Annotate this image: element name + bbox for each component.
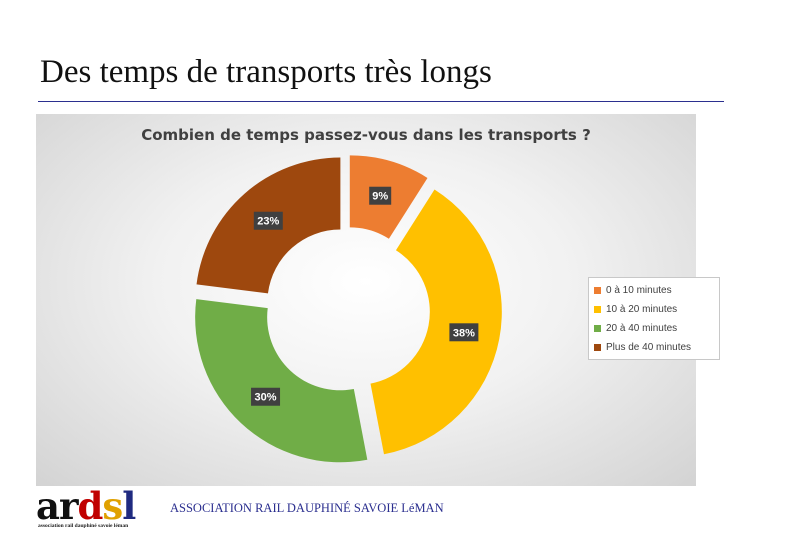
data-label: 38% xyxy=(449,323,479,342)
data-label-background xyxy=(253,211,283,230)
legend-swatch xyxy=(594,287,601,294)
data-label: 23% xyxy=(253,211,283,230)
data-label-background xyxy=(449,323,479,342)
logo-letter: s xyxy=(102,484,123,528)
logo-subtitle: association rail dauphiné savoie léman xyxy=(38,523,129,529)
slide-title: Des temps de transports très longs xyxy=(40,54,492,90)
data-label-background xyxy=(251,387,281,406)
legend-label: 10 à 20 minutes xyxy=(606,304,678,315)
data-label-text: 9% xyxy=(372,191,388,203)
data-label-background xyxy=(369,186,392,205)
title-divider xyxy=(38,101,724,102)
donut-slice xyxy=(195,299,368,463)
data-label: 30% xyxy=(251,387,281,406)
legend-label: 0 à 10 minutes xyxy=(606,285,672,296)
donut-chart: 9% 38% 30% 23% xyxy=(195,155,502,463)
legend-swatch xyxy=(594,344,601,351)
legend-label: Plus de 40 minutes xyxy=(606,342,692,353)
legend-item: Plus de 40 minutes xyxy=(589,338,719,357)
ardsl-logo: ardsl association rail dauphiné savoie l… xyxy=(36,486,144,534)
legend-item: 0 à 10 minutes xyxy=(589,281,719,300)
legend-item: 20 à 40 minutes xyxy=(589,319,719,338)
chart-legend: 0 à 10 minutes 10 à 20 minutes 20 à 40 min… xyxy=(588,277,720,360)
data-label-text: 23% xyxy=(257,216,279,228)
data-label: 9% xyxy=(369,186,392,205)
logo-wordmark: ardsl xyxy=(36,484,136,528)
chart-area: 9% 38% 30% 23% Combien de temps passez-vous… xyxy=(36,114,720,486)
logo-letter: r xyxy=(58,484,78,528)
legend-swatch xyxy=(594,325,601,332)
association-name: ASSOCIATION RAIL DAUPHINÉ SAVOIE LéMAN xyxy=(170,501,444,515)
legend-label: 20 à 40 minutes xyxy=(606,323,678,334)
donut-slice xyxy=(370,189,502,455)
chart-title: Combien de temps passez-vous dans les tr… xyxy=(141,126,591,144)
data-label-text: 30% xyxy=(255,392,277,404)
logo-letter: d xyxy=(77,484,103,528)
logo-letter: l xyxy=(122,484,136,528)
legend-item: 10 à 20 minutes xyxy=(589,300,719,319)
logo-letter: a xyxy=(36,484,60,528)
data-label-text: 38% xyxy=(453,327,475,339)
legend-swatch xyxy=(594,306,601,313)
